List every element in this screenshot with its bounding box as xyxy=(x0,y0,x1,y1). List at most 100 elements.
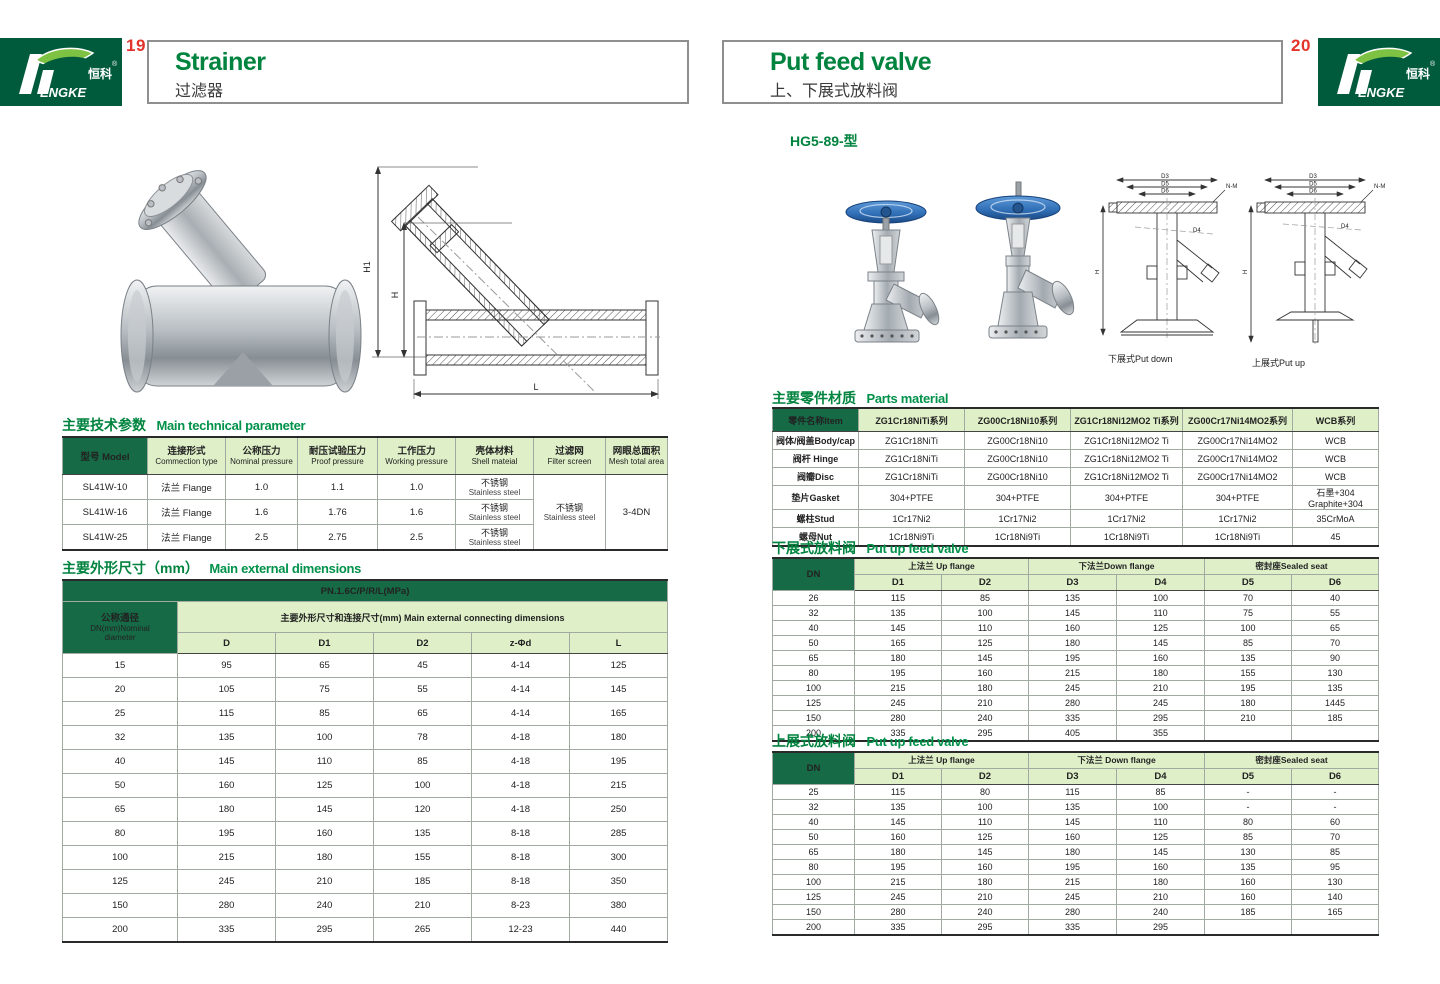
dim-cell: 245 xyxy=(177,869,276,894)
dim-cell: 4-18 xyxy=(471,773,570,798)
valve-drawings: D3 D5 D6 N-M D4 H xyxy=(1095,172,1385,355)
dn-cell: 25 xyxy=(772,784,855,800)
dim-cell: 380 xyxy=(568,893,669,918)
dim-cell: 160 xyxy=(941,665,1029,681)
dim-cell: 4-14 xyxy=(471,701,570,726)
dim-cell: 25 xyxy=(62,701,178,726)
section-title-dimensions: 主要外形尺寸（mm） Main external dimensions xyxy=(62,558,361,578)
material-cell: ZG00Cr17Ni14MO2 xyxy=(1182,449,1293,468)
dim-cell: 145 xyxy=(177,749,276,774)
dn-cell: 40 xyxy=(772,620,855,636)
dim-cell: 110 xyxy=(275,749,374,774)
dn-cell: 65 xyxy=(772,650,855,666)
sealed-seat-header: 密封座Sealed seat xyxy=(1204,751,1380,769)
cell-line-en: Stainless steel xyxy=(468,512,521,522)
model-cell: SL41W-25 xyxy=(62,524,148,551)
dn-cell: 50 xyxy=(772,635,855,651)
dim-cell: 245 xyxy=(1028,889,1117,905)
dim-cell: 130 xyxy=(1204,844,1293,860)
dim-cell: 210 xyxy=(941,695,1029,711)
proof-pressure-cell: 1.76 xyxy=(297,499,378,525)
dim-cell: 245 xyxy=(854,695,942,711)
dim-cell: 110 xyxy=(941,620,1029,636)
material-cell: ZG1Cr18NiTi xyxy=(858,467,965,486)
section-title-tech-params: 主要技术参数 Main technical parameter xyxy=(62,415,306,435)
dim-cell: 240 xyxy=(1115,904,1206,920)
dim-cell: 110 xyxy=(1116,605,1205,621)
model-code: HG5-89-型 xyxy=(790,133,858,149)
dim-cell: 215 xyxy=(854,874,942,890)
dim-cell: 115 xyxy=(854,784,942,800)
dim-cell: 245 xyxy=(1028,680,1117,696)
header-cell: WCB系列 xyxy=(1292,407,1379,432)
col-header-cell: D5 xyxy=(1204,574,1292,591)
dim-cell: 280 xyxy=(1028,904,1117,920)
nominal-pressure-cell: 1.6 xyxy=(225,499,298,525)
section-title-up-valve: 上展式放料阀 Put up feed valve xyxy=(772,731,969,751)
dim-cell: 280 xyxy=(854,710,942,726)
dim-cell: 125 xyxy=(1115,829,1206,845)
material-cell: 35CrMoA xyxy=(1292,509,1379,528)
dn-cell: 125 xyxy=(772,889,855,905)
dim-cell: 180 xyxy=(854,844,942,860)
cell: 不锈钢 Stainless steel xyxy=(455,499,534,525)
dim-cell: 85 xyxy=(1291,844,1380,860)
dim-cell: 130 xyxy=(1291,665,1379,681)
header-zh: 耐压试验压力 xyxy=(308,446,366,457)
model-cell: SL41W-16 xyxy=(62,499,148,525)
up-feed-valve-table: DN 上法兰 Up flange 下法兰 Down flange 密封座Sealed … xyxy=(772,751,1380,936)
dim-label-h: H xyxy=(1095,270,1101,274)
nominal-pressure-cell: 2.5 xyxy=(225,524,298,551)
dim-label-h: H xyxy=(1243,270,1249,274)
header-cell: 型号 Model xyxy=(62,436,148,475)
parts-material-table: 零件名称Item ZG1Cr18NiTi系列 ZG00Cr18Ni10系列 ZG1Cr… xyxy=(772,407,1379,547)
dim-cell: 100 xyxy=(1116,590,1205,606)
dn-cell: 150 xyxy=(772,904,855,920)
dim-cell: - xyxy=(1291,799,1380,815)
header-en: Shell mateial xyxy=(471,457,518,466)
dim-cell: 8-23 xyxy=(471,893,570,918)
proof-pressure-cell: 1.1 xyxy=(297,474,378,500)
dim-cell: 165 xyxy=(1291,904,1380,920)
dim-cell: 80 xyxy=(941,784,1029,800)
up-flange-header: 上法兰 Up flange xyxy=(854,557,1029,575)
dim-cell: 145 xyxy=(1116,635,1205,651)
material-cell: WCB xyxy=(1292,431,1379,450)
dim-cell: 75 xyxy=(1204,605,1292,621)
model-cell: SL41W-10 xyxy=(62,474,148,500)
dim-cell: - xyxy=(1291,784,1380,800)
dn-en: diameter xyxy=(104,633,136,642)
dn-cell: 50 xyxy=(772,829,855,845)
dim-cell: 195 xyxy=(854,859,942,875)
dim-cell: 195 xyxy=(1204,680,1292,696)
strainer-drawing: H1 H L xyxy=(362,145,668,413)
dim-cell: 50 xyxy=(62,773,178,798)
section-title-en: Put up feed valve xyxy=(866,541,969,556)
dim-cell: 140 xyxy=(1291,889,1380,905)
dim-cell xyxy=(1204,725,1292,742)
connection-cell: 法兰 Flange xyxy=(147,524,226,551)
header-en: Commection type xyxy=(155,457,218,466)
header-cell: 零件名称Item xyxy=(772,407,859,432)
material-cell: 1Cr18Ni9Ti xyxy=(964,527,1071,547)
dim-cell: 215 xyxy=(854,680,942,696)
dim-cell: - xyxy=(1204,784,1293,800)
dim-cell: 405 xyxy=(1028,725,1117,742)
dim-cell: 355 xyxy=(1116,725,1205,742)
dim-cell: 180 xyxy=(1028,635,1117,651)
dim-cell: 200 xyxy=(62,917,178,943)
dim-cell: - xyxy=(1204,799,1293,815)
material-cell: ZG1Cr18Ni12MO2 Ti xyxy=(1070,431,1183,450)
strainer-photo xyxy=(95,148,387,411)
item-cell: 阀杆 Hinge xyxy=(772,449,859,468)
dim-cell: 145 xyxy=(1028,814,1117,830)
dim-cell: 100 xyxy=(941,799,1029,815)
header-cell: 工作压力 Working pressure xyxy=(377,436,456,475)
dim-label-l: L xyxy=(533,382,538,392)
material-cell: 石墨+304 Graphite+304 xyxy=(1292,485,1379,510)
page-title-zh: 过滤器 xyxy=(175,83,224,100)
dim-cell: 195 xyxy=(854,665,942,681)
cell-line-zh: 不锈钢 xyxy=(480,502,508,513)
dim-cell: 250 xyxy=(568,797,669,822)
dim-cell: 4-18 xyxy=(471,749,570,774)
